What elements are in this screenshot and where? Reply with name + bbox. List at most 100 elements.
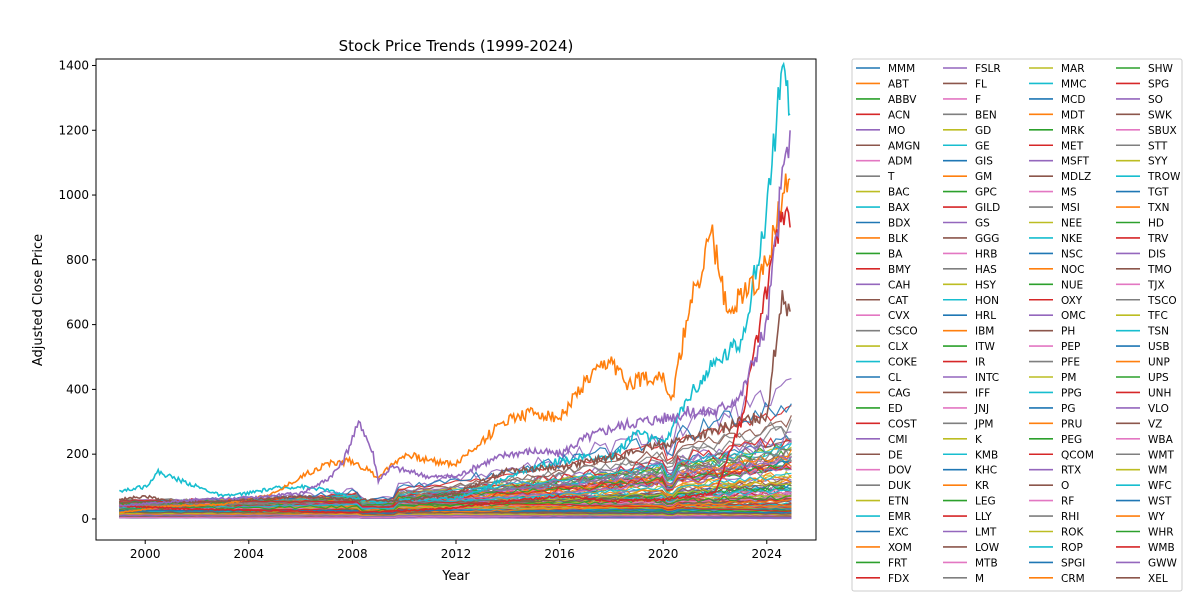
legend-label: ED — [888, 403, 903, 415]
legend-label: SWK — [1148, 109, 1173, 121]
legend-label: BA — [888, 248, 903, 260]
y-tick-label: 0 — [81, 512, 89, 526]
legend-label: PRU — [1061, 418, 1082, 430]
legend-label: MMM — [888, 63, 915, 75]
series-line — [119, 472, 792, 510]
legend-label: LEG — [975, 496, 996, 508]
legend-label: LOW — [975, 542, 1000, 554]
legend-label: SBUX — [1148, 125, 1177, 137]
legend-label: RF — [1061, 496, 1074, 508]
legend-label: TSCO — [1147, 295, 1177, 307]
legend-label: KMB — [975, 449, 998, 461]
legend-label: DOV — [888, 465, 912, 477]
legend-label: ABBV — [888, 94, 917, 106]
x-tick-label: 2000 — [130, 547, 161, 561]
legend-label: TFC — [1147, 310, 1168, 322]
legend-label: WBA — [1148, 434, 1174, 446]
legend-label: T — [887, 171, 895, 183]
legend-label: TXN — [1147, 202, 1169, 214]
legend-label: IFF — [975, 387, 990, 399]
legend-label: SPGI — [1061, 557, 1085, 569]
legend-label: WM — [1148, 465, 1167, 477]
x-tick-label: 2008 — [337, 547, 368, 561]
legend-label: FL — [975, 78, 987, 90]
legend-label: MSI — [1061, 202, 1080, 214]
legend-label: GD — [975, 125, 991, 137]
legend-label: VZ — [1148, 418, 1162, 430]
legend-label: BDX — [888, 218, 910, 230]
legend-label: NOC — [1061, 264, 1084, 276]
series-line — [119, 513, 792, 519]
legend-label: QCOM — [1061, 449, 1094, 461]
legend-label: MMC — [1061, 78, 1086, 90]
legend-label: KR — [975, 480, 989, 492]
legend-label: STT — [1148, 140, 1168, 152]
legend-label: SO — [1148, 94, 1163, 106]
legend-label: EXC — [888, 527, 908, 539]
legend-label: GGG — [975, 233, 999, 245]
series-line — [119, 61, 791, 505]
legend-label: O — [1061, 480, 1069, 492]
series-line — [119, 511, 792, 516]
legend-label: FRT — [888, 557, 908, 569]
legend-label: BEN — [975, 109, 997, 121]
legend-label: PH — [1061, 326, 1075, 338]
legend-label: MDT — [1061, 109, 1085, 121]
legend-label: MO — [888, 125, 905, 137]
y-tick-label: 200 — [66, 447, 89, 461]
legend-label: MCD — [1061, 94, 1085, 106]
legend-label: CVX — [888, 310, 910, 322]
legend-label: K — [975, 434, 983, 446]
y-tick-label: 600 — [66, 318, 89, 332]
series-line — [118, 130, 791, 508]
legend-label: MAR — [1061, 63, 1085, 75]
legend-label: ABT — [888, 78, 909, 90]
x-axis: 2000 2004 2008 2012 2016 2020 2024 — [130, 540, 782, 561]
legend-label: AMGN — [888, 140, 920, 152]
legend-label: GPC — [975, 187, 997, 199]
legend-label: GS — [975, 218, 990, 230]
legend-label: GE — [975, 140, 990, 152]
x-tick-label: 2012 — [441, 547, 472, 561]
x-tick-label: 2020 — [648, 547, 679, 561]
legend-label: JPM — [974, 418, 994, 430]
x-tick-label: 2004 — [234, 547, 265, 561]
legend-label: PFE — [1061, 357, 1080, 369]
legend-label: JNJ — [974, 403, 989, 415]
legend-label: WY — [1148, 511, 1165, 523]
legend-label: MSFT — [1061, 156, 1090, 168]
legend-label: INTC — [975, 372, 999, 384]
y-tick-label: 1400 — [58, 58, 89, 72]
legend-label: OMC — [1061, 310, 1086, 322]
legend-label: LMT — [975, 527, 997, 539]
legend-label: CAT — [888, 295, 909, 307]
series-line — [119, 514, 792, 518]
series-line — [119, 173, 791, 514]
legend-label: GWW — [1148, 557, 1178, 569]
x-tick-label: 2016 — [544, 547, 575, 561]
series-line — [119, 495, 792, 513]
legend-label: RTX — [1061, 465, 1081, 477]
legend-label: PEG — [1061, 434, 1082, 446]
legend-label: CMI — [888, 434, 908, 446]
legend-label: WST — [1148, 496, 1172, 508]
y-tick-label: 800 — [66, 253, 89, 267]
legend-label: WMB — [1148, 542, 1175, 554]
legend-label: ACN — [888, 109, 910, 121]
legend-label: NEE — [1061, 218, 1082, 230]
legend-label: UNH — [1148, 387, 1171, 399]
legend-label: ROK — [1061, 527, 1085, 539]
y-tick-label: 400 — [66, 382, 89, 396]
legend-label: SHW — [1148, 63, 1174, 75]
x-tick-label: 2024 — [752, 547, 783, 561]
legend-label: HON — [975, 295, 999, 307]
y-tick-label: 1000 — [58, 188, 89, 202]
legend-label: MET — [1061, 140, 1084, 152]
legend-label: TGT — [1147, 187, 1169, 199]
legend-label: WHR — [1148, 527, 1174, 539]
legend-label: BAX — [888, 202, 910, 214]
legend-label: XOM — [888, 542, 912, 554]
legend: MMMABTABBVACNMOAMGNADMTBACBAXBDXBLKBABMY… — [856, 63, 1181, 585]
series-line — [119, 517, 792, 520]
